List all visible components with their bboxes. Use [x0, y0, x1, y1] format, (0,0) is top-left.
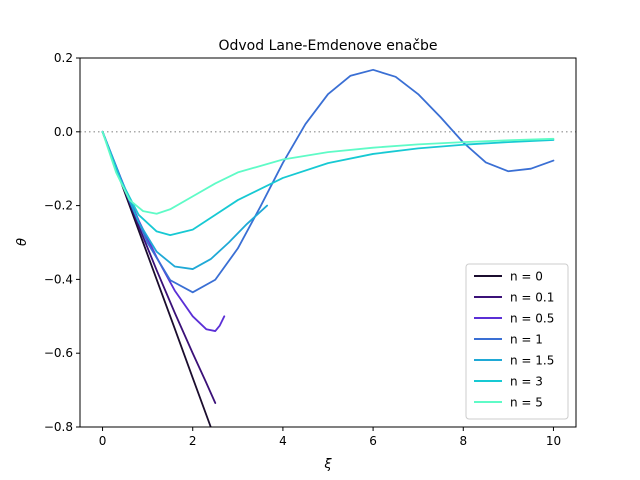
series-line-3	[101, 68, 555, 294]
y-tick-label: −0.8	[44, 420, 73, 434]
y-tick-label: −0.2	[44, 199, 73, 213]
y-tick-label: 0.2	[54, 51, 73, 65]
x-tick-label: 4	[279, 434, 287, 448]
x-axis-label: ξ	[323, 457, 332, 472]
series-layer	[101, 68, 555, 427]
ticks-layer: 0 2 4 6 8 10 −0.8 −0.6 −0.4 −0.2 0.0 0.2	[44, 51, 561, 448]
legend-label-3: n = 1	[510, 333, 543, 347]
legend-label-1: n = 0.1	[510, 291, 554, 305]
axes-border	[79, 57, 577, 428]
y-tick-label: −0.6	[44, 346, 73, 360]
series-line-5	[101, 130, 555, 237]
series-line-6	[101, 130, 555, 215]
y-axis-label: θ	[15, 238, 30, 246]
y-tick-label: 0.0	[54, 125, 73, 139]
legend-label-5: n = 3	[510, 375, 543, 389]
axes-frame	[79, 57, 577, 428]
x-tick-label: 0	[99, 434, 107, 448]
legend-label-6: n = 5	[510, 396, 543, 410]
legend: n = 0 n = 0.1 n = 0.5 n = 1 n = 1.5 n = 3 n = …	[465, 263, 569, 420]
legend-label-2: n = 0.5	[510, 312, 554, 326]
y-tick-label: −0.4	[44, 272, 73, 286]
legend-label-0: n = 0	[510, 270, 543, 284]
x-tick-label: 2	[189, 434, 197, 448]
x-tick-label: 10	[546, 434, 561, 448]
x-tick-label: 8	[459, 434, 467, 448]
chart-title: Odvod Lane-Emdenove enačbe	[218, 38, 437, 54]
legend-label-4: n = 1.5	[510, 354, 554, 368]
x-tick-label: 6	[369, 434, 377, 448]
